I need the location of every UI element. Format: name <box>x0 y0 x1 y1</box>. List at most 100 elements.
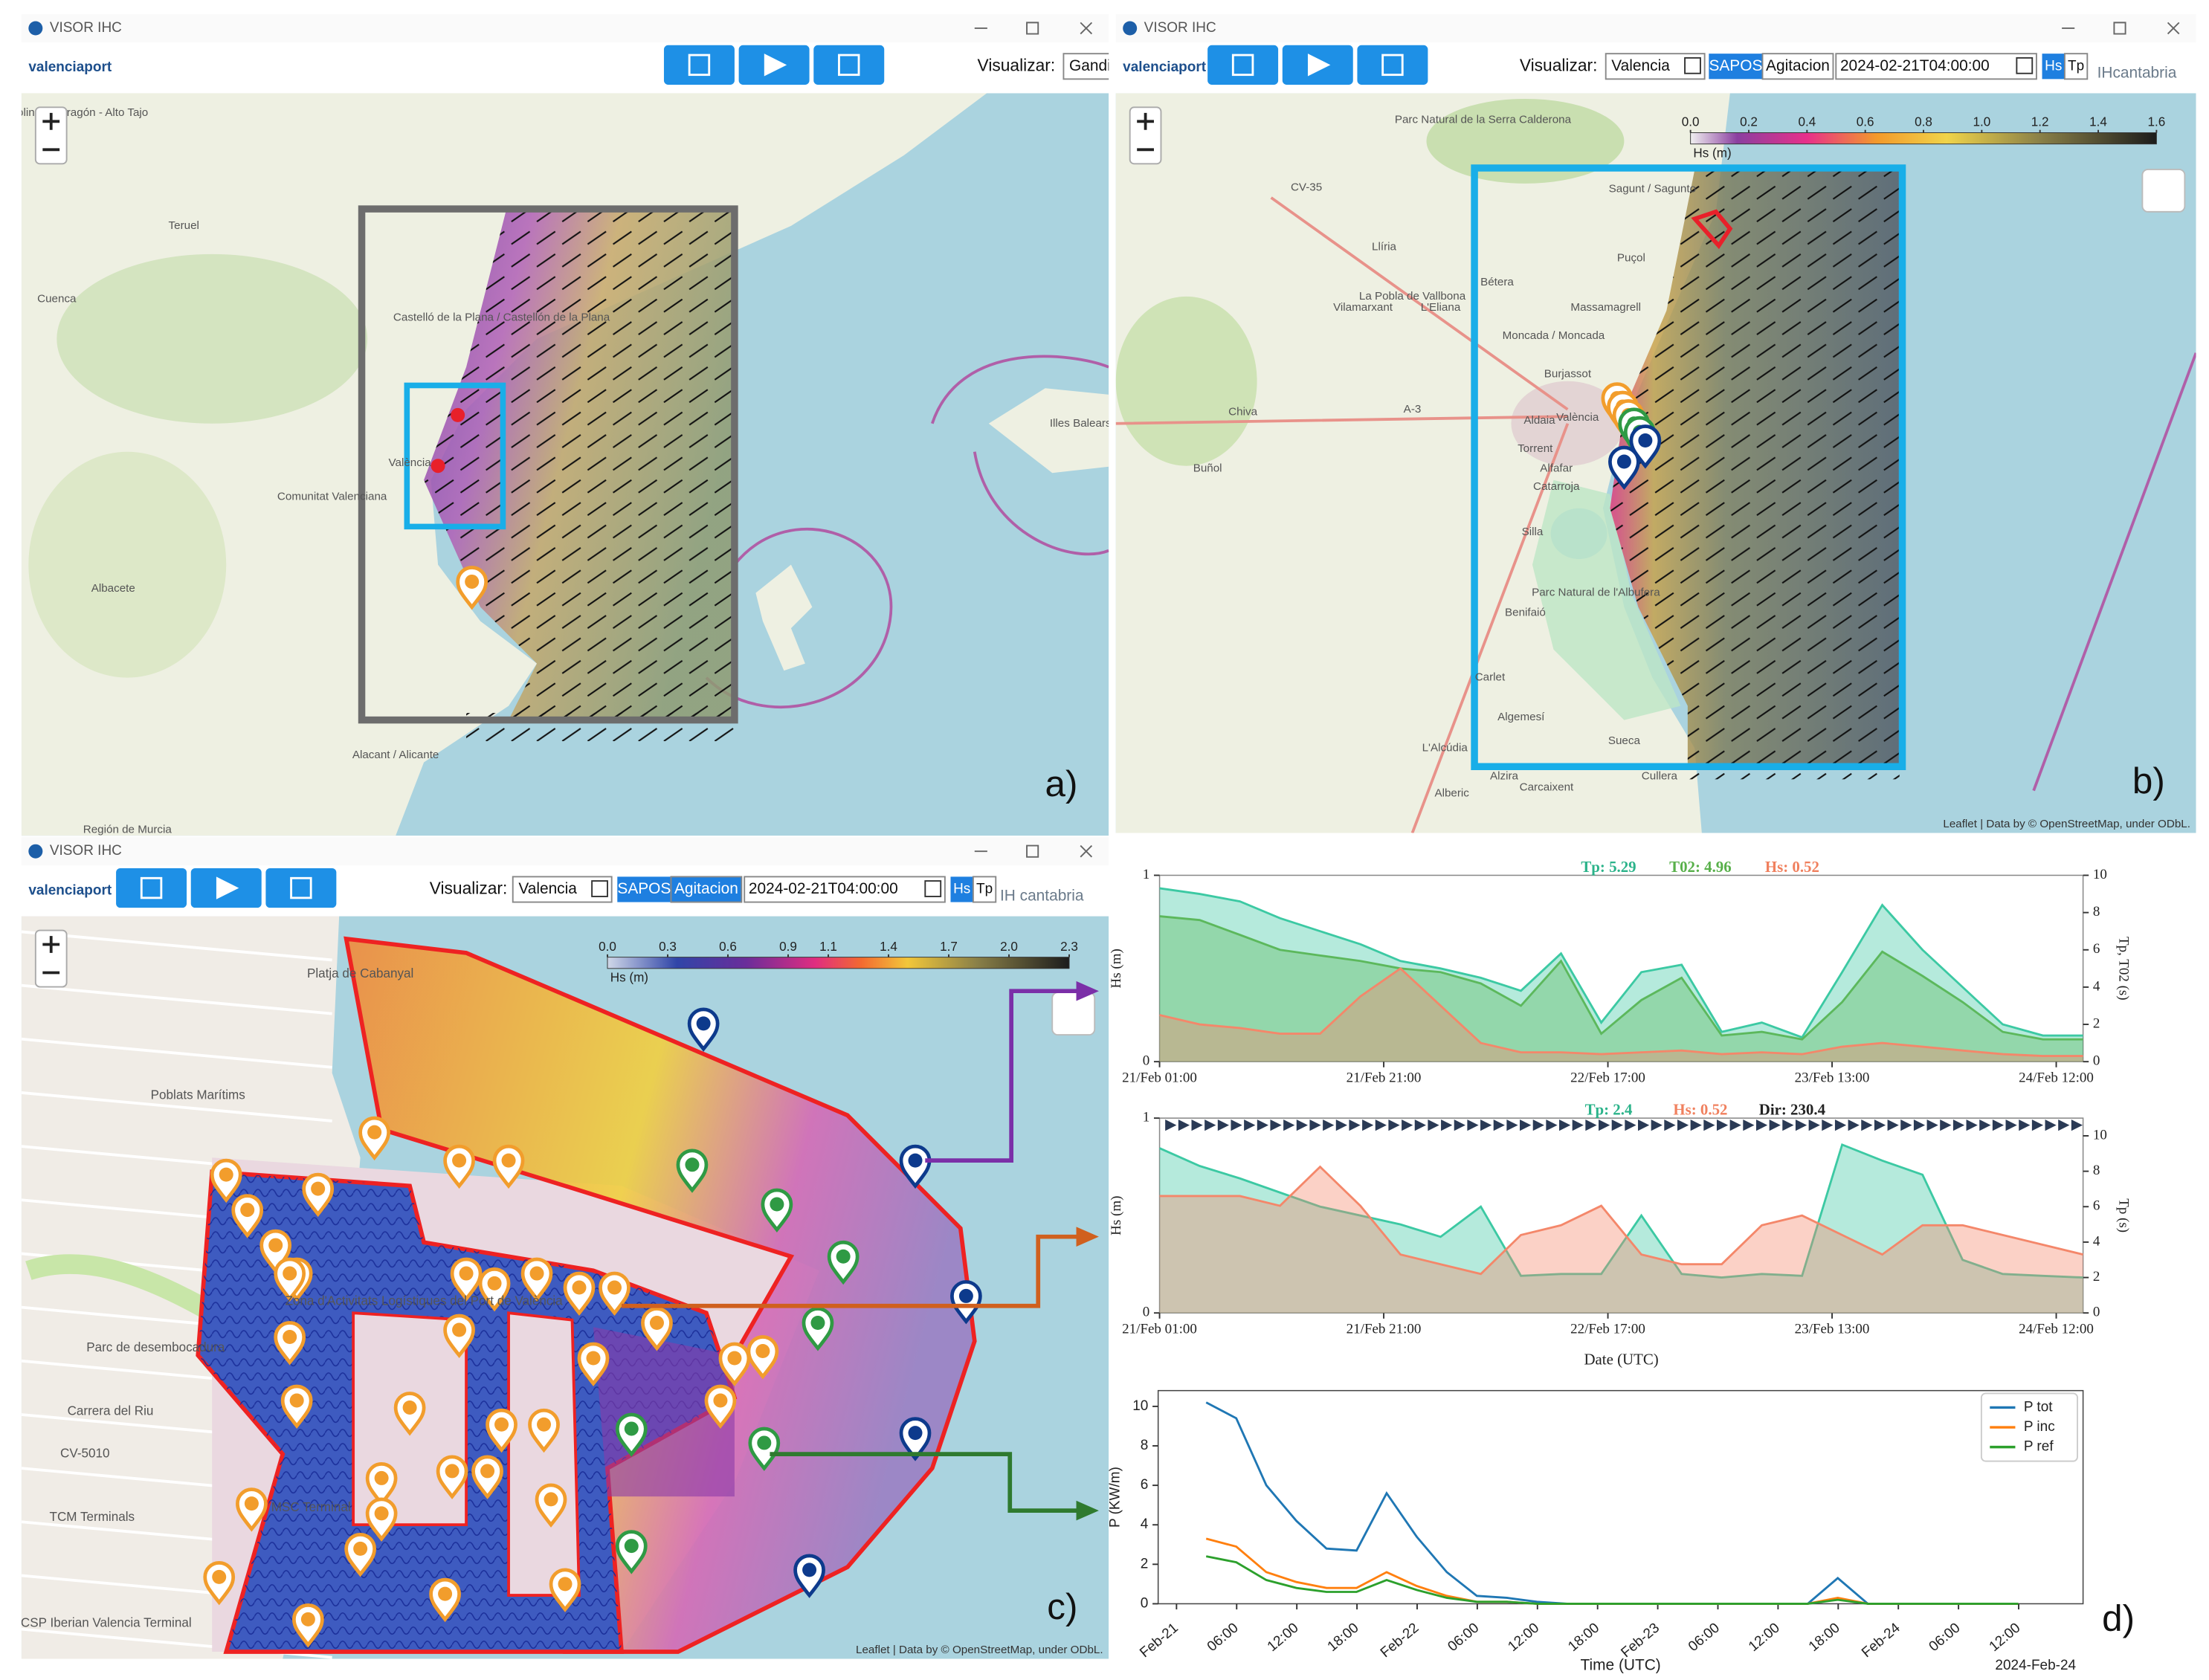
direction-arrow <box>1913 1120 1926 1131</box>
var-b[interactable] <box>972 876 997 903</box>
marker-icon <box>402 1400 417 1415</box>
y-tick-label: 10 <box>1132 1398 1148 1414</box>
visualize-label: Visualizar: <box>978 55 1056 74</box>
attribution: Leaflet | Data by © OpenStreetMap, under… <box>1943 818 2190 830</box>
direction-arrow <box>1716 1120 1729 1131</box>
direction-arrow <box>1480 1120 1492 1131</box>
window-title: VISOR IHC <box>50 843 122 859</box>
arrow-purple <box>925 989 1081 1163</box>
map-window: Teruel Cuenca Castelló de la Plana / Caste… <box>21 91 1109 836</box>
layers-button[interactable] <box>1051 992 1096 1036</box>
var-b[interactable] <box>2063 53 2089 80</box>
map-label: Cuenca <box>37 293 77 306</box>
workflow-button[interactable] <box>116 868 187 908</box>
map-label: Benifaió <box>1505 606 1546 618</box>
mode-b[interactable] <box>670 876 743 903</box>
chart-header: T02: 4.96 <box>1669 858 1732 876</box>
marker-icon <box>537 1417 552 1432</box>
direction-arrow <box>2071 1120 2083 1131</box>
pdf-button[interactable] <box>265 868 337 908</box>
marker-icon <box>802 1563 817 1577</box>
direction-arrow <box>1559 1120 1571 1131</box>
var-a[interactable] <box>2042 54 2065 80</box>
y-axis-label: P (KW/m) <box>1108 1467 1123 1528</box>
legend-label: P inc <box>2024 1419 2055 1435</box>
direction-arrow <box>1283 1120 1295 1131</box>
pdf-button[interactable] <box>813 45 885 85</box>
map-label: Carcaixent <box>1520 781 1574 794</box>
series-line <box>1159 1165 2083 1276</box>
marker-icon <box>465 574 480 589</box>
datetime-select[interactable] <box>1835 53 2037 80</box>
y2-tick-label: 8 <box>2093 904 2100 920</box>
direction-arrow <box>1940 1120 1952 1131</box>
marker-icon <box>1616 454 1631 469</box>
datetime-select[interactable] <box>744 876 946 903</box>
marker-icon <box>452 1153 467 1168</box>
direction-arrow <box>1729 1120 1741 1131</box>
direction-arrow <box>1651 1120 1663 1131</box>
button-icon <box>290 876 312 899</box>
map-label: Sueca <box>1608 734 1641 747</box>
mode-a[interactable] <box>1709 54 1763 80</box>
marker-icon <box>367 1125 382 1140</box>
var-a[interactable] <box>950 876 973 902</box>
map-label: Torrent <box>1518 442 1553 455</box>
direction-arrow <box>1191 1120 1203 1131</box>
map-label: Bétera <box>1480 276 1514 288</box>
colorbar-tick-label: 0.6 <box>719 940 737 954</box>
mode-b[interactable] <box>1761 53 1834 80</box>
street <box>21 983 332 1015</box>
map-label: CV-5010 <box>60 1447 109 1461</box>
location-select[interactable] <box>1062 53 1162 80</box>
x-tick-label: 06:00 <box>1205 1620 1242 1655</box>
map-label: Vilamarxant <box>1333 301 1393 314</box>
x-tick-label: 23/Feb 13:00 <box>1795 1070 1870 1085</box>
workflow-button[interactable] <box>1207 45 1279 85</box>
x-tick-label: 22/Feb 17:00 <box>1570 1070 1645 1085</box>
marker-icon <box>713 1393 728 1408</box>
direction-arrow <box>1270 1120 1282 1131</box>
map-label: Aldaia <box>1523 414 1555 427</box>
direction-arrow <box>1454 1120 1465 1131</box>
street <box>21 930 332 962</box>
map-label: Zona d'Activitats Logístiques del Port d… <box>286 1294 564 1308</box>
direction-arrow <box>2058 1120 2070 1131</box>
x-tick-label: Feb-24 <box>1859 1620 1903 1661</box>
var-b-label: Tp <box>976 881 993 896</box>
x-tick-label: Feb-21 <box>1137 1620 1181 1661</box>
forest <box>1115 296 1257 466</box>
location-select[interactable] <box>1605 53 1706 80</box>
zoom-glyph <box>1137 112 1154 152</box>
y-tick-label: 0 <box>1143 1053 1149 1069</box>
map-label: Algemesí <box>1497 711 1545 723</box>
marker-icon <box>696 1016 711 1031</box>
mode-a-label: SAPOS <box>617 880 671 897</box>
colorbar-tick-label: 1.4 <box>2089 115 2107 129</box>
y2-tick-label: 2 <box>2093 1269 2100 1285</box>
marker-icon <box>586 1351 601 1366</box>
x-tick-label: 22/Feb 17:00 <box>1570 1321 1645 1337</box>
colorbar-tick-label: 1.7 <box>940 940 958 954</box>
plot-frame <box>1158 1117 2084 1314</box>
marker-icon <box>958 1288 973 1303</box>
island <box>988 388 1109 474</box>
x-tick-label: 12:00 <box>1505 1620 1542 1655</box>
workflow-button[interactable] <box>663 45 735 85</box>
wave-arrows <box>424 211 735 720</box>
x-tick-label: 21/Feb 21:00 <box>1347 1321 1422 1337</box>
y2-tick-label: 10 <box>2093 1127 2107 1143</box>
map-label: Sagunt / Sagunto <box>1609 183 1696 196</box>
mode-a[interactable] <box>617 876 671 902</box>
direction-arrow <box>1428 1120 1439 1131</box>
y2-tick-label: 6 <box>2093 941 2100 957</box>
domain-frame <box>1471 164 1906 770</box>
layers-button[interactable] <box>2141 168 2186 213</box>
direction-arrow <box>1703 1120 1715 1131</box>
direction-arrow <box>1966 1120 1978 1131</box>
map-label: Buñol <box>1193 462 1222 475</box>
pdf-button[interactable] <box>1357 45 1428 85</box>
map-label: La Pobla de Vallbona <box>1359 290 1466 303</box>
direction-arrow <box>1822 1120 1834 1131</box>
x-tick-label: 12:00 <box>1987 1620 2024 1655</box>
